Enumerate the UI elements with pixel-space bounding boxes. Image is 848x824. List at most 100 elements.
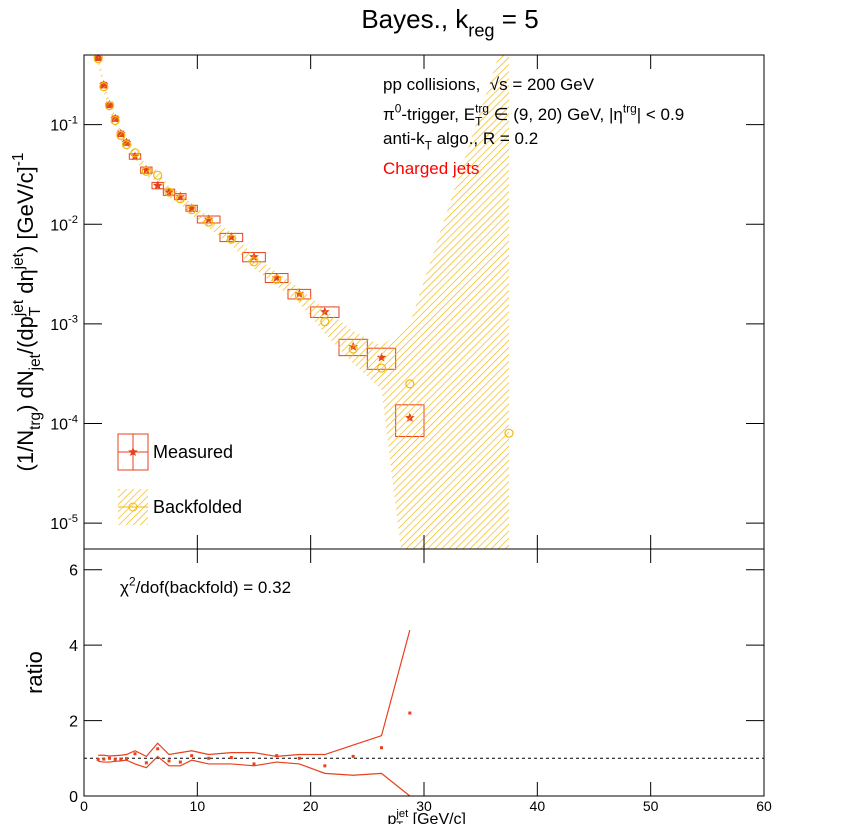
plot-area	[84, 629, 764, 796]
measured-marker	[152, 180, 163, 190]
backfolded-marker	[141, 166, 151, 176]
text-run: (1/N	[13, 430, 38, 472]
ratio-marker	[323, 764, 327, 768]
superscript: 0	[395, 101, 402, 115]
text-run: 10	[50, 217, 68, 234]
ratio-marker	[297, 756, 301, 760]
measured-marker	[93, 55, 103, 62]
subscript: T	[475, 114, 482, 128]
backfolded-marker	[164, 187, 174, 197]
text-run: | < 0.9	[637, 105, 684, 124]
y-axis-label: ratio	[22, 651, 47, 694]
text-run: Charged jets	[383, 159, 479, 178]
backfolded-marker	[376, 363, 387, 373]
annotation: χ2/dof(backfold) = 0.32	[120, 574, 291, 597]
superscript: -5	[68, 513, 78, 525]
x-tick-label: 60	[756, 798, 772, 814]
x-tick-label: 50	[643, 798, 659, 814]
ratio-marker	[133, 752, 137, 756]
y-axis-label: (1/Ntrg) dNjet/(dpTjet dηjet) [GeV/c]-1	[10, 153, 44, 472]
subscript: T	[425, 138, 432, 152]
x-tick-label: 20	[303, 798, 319, 814]
text-run: p	[387, 811, 396, 824]
x-tick-label: 30	[416, 798, 432, 814]
subscript: reg	[468, 20, 494, 40]
superscript: jet	[10, 299, 27, 317]
ratio-marker	[119, 757, 123, 761]
subscript: trg	[27, 412, 44, 430]
text-run: 10	[50, 118, 68, 135]
ratio-marker	[275, 754, 279, 758]
backfolded-marker	[116, 130, 126, 140]
chart-title: Bayes., kreg = 5	[361, 4, 538, 40]
text-run: 10	[50, 317, 68, 334]
superscript: jet	[10, 252, 27, 270]
y-tick-label: 10-2	[50, 214, 78, 234]
y-tick-label: 10-3	[50, 314, 78, 334]
x-tick-label: 0	[80, 798, 88, 814]
superscript: -1	[68, 114, 78, 126]
text-run: χ	[120, 578, 129, 597]
text-run: pp collisions, √s = 200 GeV	[383, 75, 595, 94]
legend-marker	[128, 502, 138, 512]
ratio-band-line	[98, 629, 411, 758]
text-run: 10	[50, 417, 68, 434]
y-tick-label: 2	[69, 714, 78, 731]
annotation: pp collisions, √s = 200 GeV	[383, 75, 595, 94]
text-run: -trigger, E	[401, 105, 475, 124]
superscript: -2	[68, 214, 78, 226]
annotation: anti-kT algo., R = 0.2	[383, 129, 538, 152]
backfolded-marker	[130, 148, 140, 158]
backfolded-marker	[348, 344, 358, 354]
y-tick-label: 10-4	[50, 413, 78, 433]
superscript: -1	[10, 153, 27, 167]
backfolded-marker	[104, 101, 115, 111]
y-tick-label: 4	[69, 638, 78, 655]
backfolded-marker	[99, 82, 109, 92]
frame	[83, 548, 765, 797]
backfolded-marker	[249, 257, 259, 267]
ratio-marker	[229, 756, 233, 760]
text-run: algo., R = 0.2	[432, 129, 538, 148]
ratio-marker	[113, 757, 117, 761]
text-run: = 5	[495, 4, 539, 34]
text-run: π	[383, 105, 395, 124]
x-tick-label: 40	[530, 798, 546, 814]
ratio-marker	[190, 754, 194, 758]
backfolded-marker	[121, 140, 132, 150]
y-tick-label: 10-5	[50, 513, 78, 533]
text-run: /dof(backfold) = 0.32	[136, 578, 291, 597]
legend-label: Measured	[153, 442, 233, 462]
ratio-marker	[125, 757, 128, 761]
backfolded-marker	[204, 217, 214, 227]
backfolded-marker	[153, 170, 163, 180]
y-tick-label: 10-1	[50, 114, 78, 134]
text-run: 10	[50, 516, 68, 533]
subscript: T	[396, 820, 403, 824]
ratio-marker	[108, 756, 111, 760]
ratio-marker	[252, 762, 256, 766]
superscript: jet	[395, 808, 409, 820]
ratio-marker	[167, 759, 171, 763]
ratio-marker	[380, 746, 383, 750]
text-run: anti-k	[383, 129, 425, 148]
x-tick-label: 10	[190, 798, 206, 814]
annotation: Charged jets	[383, 159, 479, 178]
backfolded-marker	[110, 115, 120, 126]
text-run: ) dN	[13, 370, 38, 412]
ratio-marker	[351, 754, 355, 758]
legend-marker	[128, 447, 138, 456]
text-run: Bayes., k	[361, 4, 469, 34]
backfolded-marker	[187, 205, 197, 215]
superscript: 2	[129, 574, 136, 588]
text-run: /(dp	[13, 316, 38, 354]
annotation: π0-trigger, ETtrg ∈ (9, 20) GeV, |ηtrg| …	[383, 101, 684, 128]
ratio-marker	[102, 757, 106, 761]
text-run: ∈ (9, 20) GeV, |η	[489, 105, 623, 124]
backfolded-marker	[226, 234, 236, 244]
superscript: -4	[68, 413, 78, 425]
legend-label: Backfolded	[153, 497, 242, 517]
plot-area	[93, 55, 514, 549]
ratio-band-line	[98, 755, 411, 796]
